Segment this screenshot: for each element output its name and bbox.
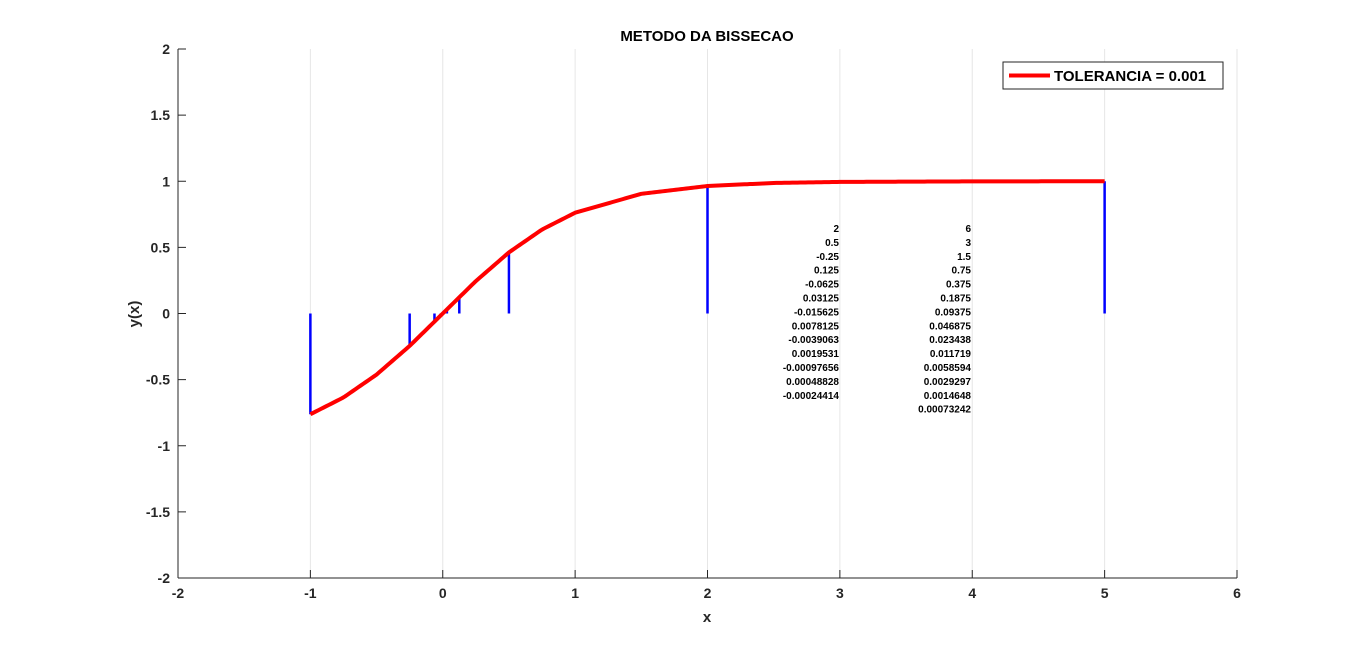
y-tick-label: -1.5 (146, 504, 170, 520)
y-tick-label: 1 (162, 173, 170, 189)
table-col2-value: 0.1875 (940, 294, 971, 305)
x-tick-label: 3 (836, 585, 844, 601)
table-col2-value: 0.046875 (929, 321, 971, 332)
table-col2-value: 1.5 (957, 252, 971, 263)
tick-labels: -2 -1 0 1 2 3 4 5 6 -2 -1.5 -1 -0.5 0 0.5 1 1.5 2 (146, 41, 1241, 601)
legend: TOLERANCIA = 0.001 (1002, 61, 1224, 90)
table-col2-value: 3 (965, 238, 971, 249)
x-tick-label: 1 (571, 585, 579, 601)
table-col1-value: 0.5 (825, 238, 839, 249)
y-tick-label: -2 (158, 570, 171, 586)
function-curve (309, 179, 1105, 417)
table-col1-value: 2 (833, 224, 839, 235)
function-line (309, 179, 1105, 417)
y-tick-label: -1 (158, 438, 171, 454)
table-col1-value: -0.25 (816, 252, 839, 263)
table-col1-value: 0.125 (814, 266, 839, 277)
y-axis-label: y(x) (126, 301, 143, 328)
annotation-table: 2 0.5 -0.25 0.125 -0.0625 0.03125 -0.015625 0.0… (783, 224, 972, 416)
x-tick-label: -2 (172, 585, 185, 601)
table-col1-value: -0.015625 (794, 307, 839, 318)
x-axis-label: x (703, 609, 712, 626)
chart-title: METODO DA BISSECAO (620, 28, 794, 45)
y-tick-label: -0.5 (146, 372, 170, 388)
y-tick-label: 0 (162, 306, 170, 322)
x-tick-label: 5 (1101, 585, 1109, 601)
axes (177, 48, 1238, 579)
table-col2-value: 0.00073242 (918, 405, 971, 416)
x-tick-label: 6 (1233, 585, 1241, 601)
x-tick-label: 4 (968, 585, 976, 601)
x-tick-label: -1 (304, 585, 317, 601)
table-col2-value: 0.75 (952, 266, 972, 277)
table-col2-value: 0.0014648 (924, 391, 972, 402)
y-tick-label: 0.5 (151, 239, 171, 255)
x-tick-label: 2 (704, 585, 712, 601)
table-col2-value: 0.0029297 (924, 377, 972, 388)
y-tick-label: 1.5 (151, 107, 171, 123)
legend-entry: TOLERANCIA = 0.001 (1054, 68, 1206, 85)
table-col1-value: -0.00097656 (783, 363, 840, 374)
table-col2-value: 6 (965, 224, 971, 235)
x-tick-label: 0 (439, 585, 447, 601)
table-col1-value: 0.0078125 (792, 321, 840, 332)
table-col1-value: 0.03125 (803, 294, 840, 305)
table-col1-value: -0.0039063 (788, 335, 839, 346)
table-col1-value: -0.00024414 (783, 391, 840, 402)
table-col2-value: 0.0058594 (924, 363, 972, 374)
table-col1-value: 0.0019531 (792, 349, 840, 360)
table-col1-value: 0.00048828 (786, 377, 839, 388)
y-tick-label: 2 (162, 41, 170, 57)
table-col2-value: 0.023438 (929, 335, 971, 346)
table-col1-value: -0.0625 (805, 280, 839, 291)
table-col2-value: 0.09375 (935, 307, 972, 318)
table-col2-value: 0.375 (946, 280, 971, 291)
table-col2-value: 0.011719 (930, 349, 972, 360)
